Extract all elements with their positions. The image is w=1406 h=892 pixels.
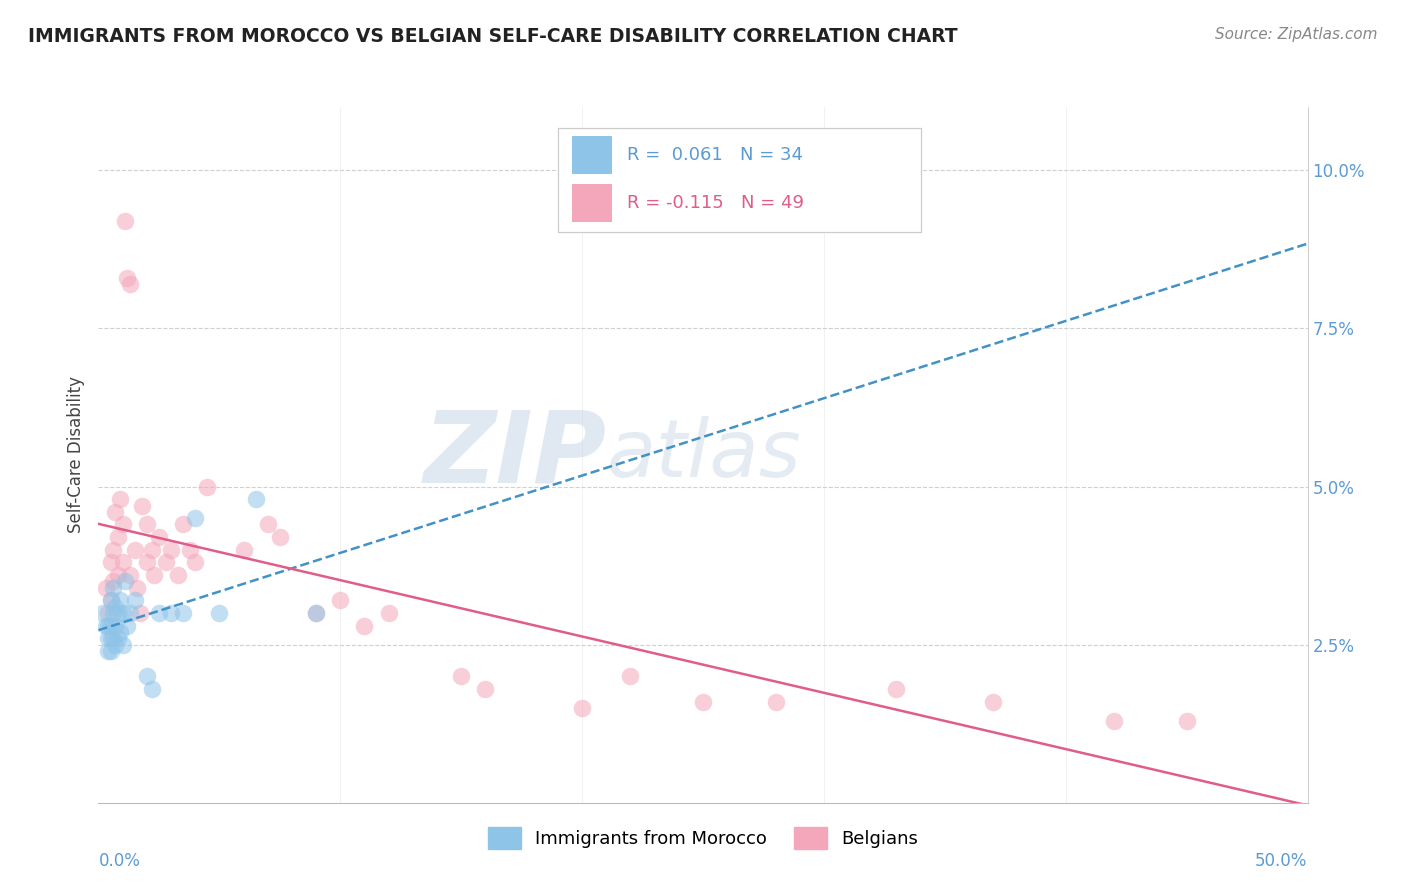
Point — [107, 632, 129, 646]
Point — [111, 517, 134, 532]
Point — [117, 618, 139, 632]
Point — [108, 625, 131, 640]
Point — [97, 632, 120, 646]
Point — [127, 581, 149, 595]
Point — [450, 669, 472, 683]
Point — [100, 593, 122, 607]
Point — [143, 568, 166, 582]
Point — [117, 270, 139, 285]
Point — [124, 542, 146, 557]
Point — [118, 277, 141, 292]
Point — [104, 618, 127, 632]
Point — [305, 606, 328, 620]
Point — [97, 606, 120, 620]
Point — [135, 556, 157, 570]
Point — [765, 695, 787, 709]
Point — [135, 669, 157, 683]
Point — [172, 517, 194, 532]
Point — [232, 542, 254, 557]
Point — [1102, 714, 1125, 728]
Point — [107, 606, 129, 620]
Point — [111, 638, 134, 652]
Point — [108, 492, 131, 507]
Point — [101, 542, 124, 557]
Text: atlas: atlas — [606, 416, 801, 494]
Legend: Immigrants from Morocco, Belgians: Immigrants from Morocco, Belgians — [481, 820, 925, 856]
Point — [184, 511, 207, 525]
Point — [245, 492, 267, 507]
Point — [91, 606, 114, 620]
Point — [97, 644, 120, 658]
Point — [104, 505, 127, 519]
Point — [256, 517, 278, 532]
Point — [619, 669, 641, 683]
Point — [128, 606, 150, 620]
Point — [155, 556, 177, 570]
Point — [101, 581, 124, 595]
Point — [167, 568, 190, 582]
Point — [160, 606, 183, 620]
Point — [148, 606, 170, 620]
Point — [474, 681, 496, 696]
Point — [981, 695, 1004, 709]
Point — [101, 632, 124, 646]
Point — [100, 632, 122, 646]
Point — [305, 606, 328, 620]
Point — [118, 568, 141, 582]
Point — [104, 638, 127, 652]
Point — [111, 556, 134, 570]
Point — [101, 574, 124, 589]
Point — [100, 644, 122, 658]
Point — [101, 606, 124, 620]
Point — [184, 556, 207, 570]
Text: ZIP: ZIP — [423, 407, 606, 503]
Point — [148, 530, 170, 544]
Point — [100, 593, 122, 607]
Point — [571, 701, 593, 715]
Text: 0.0%: 0.0% — [98, 852, 141, 870]
Point — [108, 593, 131, 607]
Y-axis label: Self-Care Disability: Self-Care Disability — [66, 376, 84, 533]
Point — [208, 606, 231, 620]
Point — [160, 542, 183, 557]
Point — [100, 618, 122, 632]
Point — [135, 517, 157, 532]
Point — [100, 556, 122, 570]
Point — [94, 581, 117, 595]
Point — [886, 681, 908, 696]
Point — [114, 214, 136, 228]
Point — [114, 574, 136, 589]
Point — [131, 499, 153, 513]
Point — [104, 599, 127, 614]
Point — [377, 606, 399, 620]
Text: IMMIGRANTS FROM MOROCCO VS BELGIAN SELF-CARE DISABILITY CORRELATION CHART: IMMIGRANTS FROM MOROCCO VS BELGIAN SELF-… — [28, 27, 957, 45]
Point — [141, 542, 163, 557]
Point — [1175, 714, 1198, 728]
Text: 50.0%: 50.0% — [1256, 852, 1308, 870]
Point — [172, 606, 194, 620]
Point — [118, 606, 141, 620]
Point — [94, 618, 117, 632]
Point — [124, 593, 146, 607]
Point — [111, 606, 134, 620]
Point — [692, 695, 714, 709]
Point — [107, 530, 129, 544]
Point — [97, 618, 120, 632]
Point — [269, 530, 291, 544]
Text: Source: ZipAtlas.com: Source: ZipAtlas.com — [1215, 27, 1378, 42]
Point — [179, 542, 201, 557]
Point — [107, 568, 129, 582]
Point — [353, 618, 375, 632]
Point — [329, 593, 352, 607]
Point — [141, 681, 163, 696]
Point — [195, 479, 218, 493]
